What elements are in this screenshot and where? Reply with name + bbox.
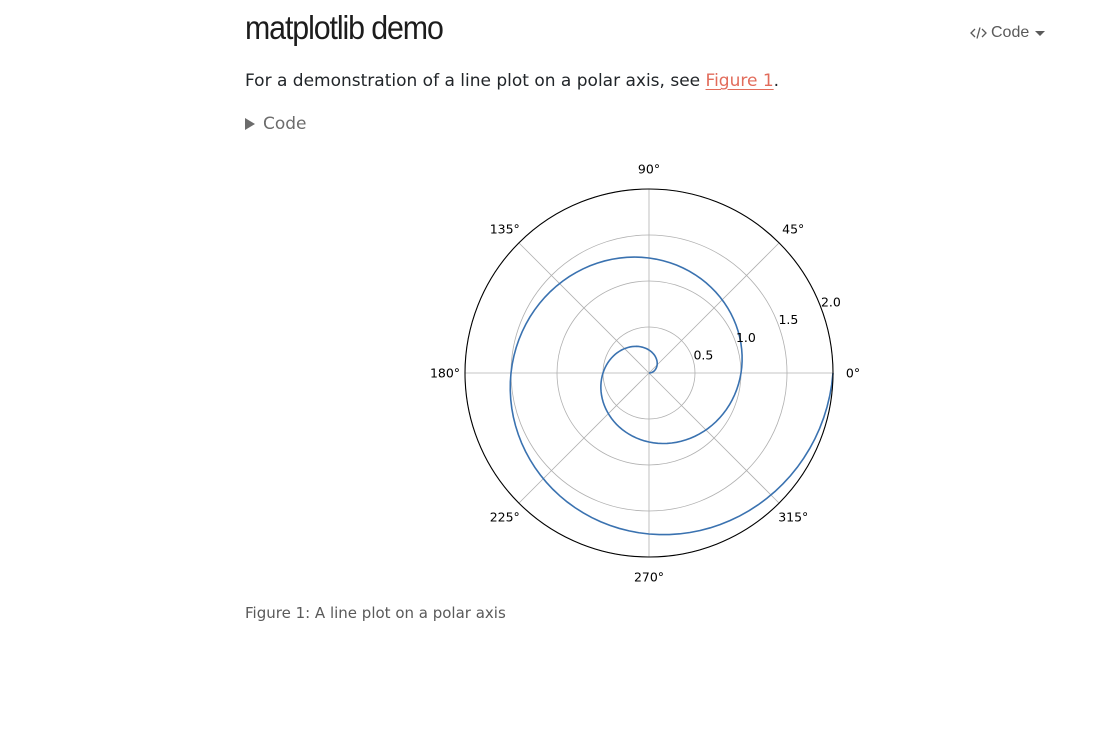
- code-fold-label: Code: [263, 114, 307, 134]
- code-tools-label: Code: [991, 24, 1030, 41]
- code-brackets-icon: [970, 26, 987, 40]
- code-tools-button[interactable]: Code: [970, 24, 1046, 42]
- theta-tick-label: 315°: [778, 510, 808, 525]
- theta-tick-label: 0°: [846, 366, 860, 381]
- figure-caption: Figure 1: A line plot on a polar axis: [245, 604, 506, 622]
- figure-link[interactable]: Figure 1: [705, 71, 774, 91]
- r-tick-label: 2.0: [821, 295, 841, 310]
- code-fold-toggle[interactable]: Code: [245, 114, 307, 134]
- r-tick-label: 0.5: [693, 347, 713, 362]
- polar-spine: [464, 188, 834, 558]
- triangle-right-icon: [245, 118, 255, 130]
- theta-tick-label: 45°: [782, 221, 804, 236]
- theta-grid-line: [648, 242, 780, 374]
- chevron-down-icon: [1035, 30, 1046, 36]
- series-line: [509, 256, 834, 536]
- page-title: matplotlib demo: [245, 9, 444, 46]
- theta-tick-label: 270°: [634, 570, 664, 585]
- r-tick-label: 1.5: [778, 312, 798, 327]
- polar-chart: 0° 45° 90° 135° 180° 225° 270° 315° 0.5 1.0 1.5 2.0: [430, 162, 860, 585]
- theta-tick-label: 225°: [490, 510, 520, 525]
- theta-tick-label: 180°: [430, 366, 460, 381]
- r-tick-label: 1.0: [736, 330, 756, 345]
- theta-grid-line: [518, 372, 650, 504]
- theta-grid-line: [518, 242, 650, 374]
- theta-tick-label: 90°: [638, 162, 660, 177]
- intro-paragraph: For a demonstration of a line plot on a …: [245, 71, 779, 91]
- intro-text: For a demonstration of a line plot on a …: [245, 71, 706, 91]
- theta-grid-line: [648, 372, 780, 504]
- theta-tick-label: 135°: [490, 221, 520, 236]
- intro-text-end: .: [773, 71, 780, 91]
